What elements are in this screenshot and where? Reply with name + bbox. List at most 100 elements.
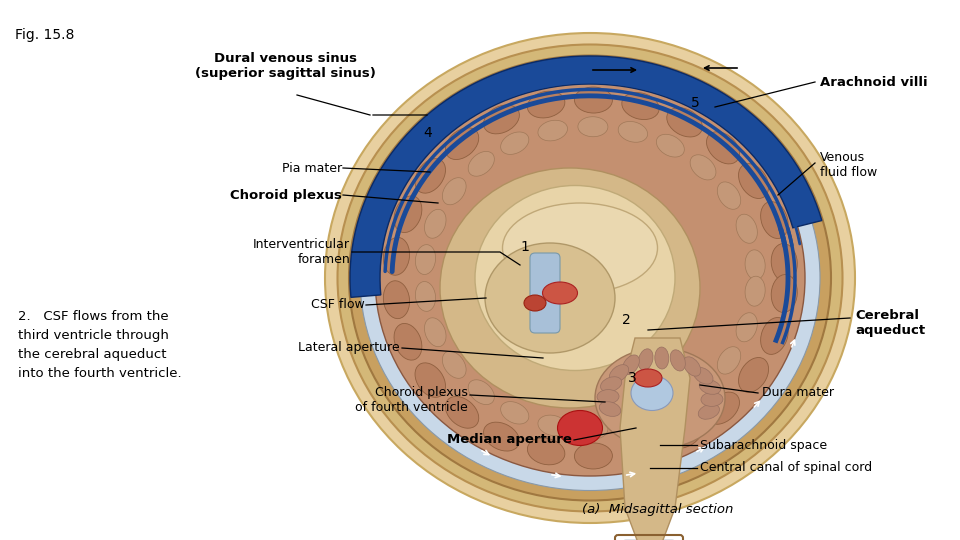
Ellipse shape bbox=[484, 422, 519, 451]
Ellipse shape bbox=[578, 117, 608, 137]
Ellipse shape bbox=[684, 357, 701, 376]
Ellipse shape bbox=[667, 107, 703, 137]
Ellipse shape bbox=[771, 244, 798, 281]
Ellipse shape bbox=[527, 438, 564, 465]
Ellipse shape bbox=[618, 414, 648, 435]
Ellipse shape bbox=[693, 367, 713, 384]
Ellipse shape bbox=[415, 363, 445, 397]
Text: Choroid plexus: Choroid plexus bbox=[230, 188, 342, 201]
Ellipse shape bbox=[538, 415, 567, 436]
Ellipse shape bbox=[338, 44, 843, 511]
Text: Median aperture: Median aperture bbox=[447, 434, 572, 447]
Text: CSF flow: CSF flow bbox=[311, 299, 365, 312]
Ellipse shape bbox=[622, 355, 639, 375]
Ellipse shape bbox=[500, 402, 529, 424]
Ellipse shape bbox=[502, 203, 658, 293]
Ellipse shape bbox=[416, 245, 436, 274]
Text: Dural venous sinus
(superior sagittal sinus): Dural venous sinus (superior sagittal si… bbox=[195, 52, 375, 80]
Ellipse shape bbox=[360, 65, 820, 490]
Ellipse shape bbox=[443, 178, 467, 205]
Ellipse shape bbox=[542, 282, 578, 304]
Ellipse shape bbox=[574, 443, 612, 469]
Ellipse shape bbox=[325, 33, 855, 523]
Ellipse shape bbox=[601, 377, 622, 392]
Text: Fig. 15.8: Fig. 15.8 bbox=[15, 28, 74, 42]
Text: Choroid plexus
of fourth ventricle: Choroid plexus of fourth ventricle bbox=[355, 386, 468, 414]
Text: Arachnoid villi: Arachnoid villi bbox=[820, 76, 927, 89]
Polygon shape bbox=[620, 338, 690, 540]
Ellipse shape bbox=[394, 323, 421, 360]
FancyBboxPatch shape bbox=[530, 253, 560, 333]
Text: 5: 5 bbox=[690, 96, 700, 110]
Ellipse shape bbox=[424, 210, 446, 238]
Ellipse shape bbox=[578, 419, 608, 439]
Ellipse shape bbox=[634, 369, 662, 387]
Ellipse shape bbox=[468, 151, 494, 176]
Text: Venous
fluid flow: Venous fluid flow bbox=[820, 151, 877, 179]
Text: Pia mater: Pia mater bbox=[282, 161, 342, 174]
Ellipse shape bbox=[375, 80, 805, 476]
Ellipse shape bbox=[599, 402, 621, 416]
Ellipse shape bbox=[524, 295, 546, 311]
Ellipse shape bbox=[699, 380, 721, 394]
Ellipse shape bbox=[475, 186, 675, 370]
Text: Central canal of spinal cord: Central canal of spinal cord bbox=[700, 462, 872, 475]
Ellipse shape bbox=[622, 92, 660, 119]
Text: 2.   CSF flows from the
third ventricle through
the cerebral aqueduct
into the f: 2. CSF flows from the third ventricle th… bbox=[18, 310, 181, 380]
Ellipse shape bbox=[618, 122, 648, 142]
Ellipse shape bbox=[484, 105, 519, 134]
Polygon shape bbox=[350, 56, 822, 298]
Ellipse shape bbox=[597, 389, 619, 403]
Ellipse shape bbox=[610, 364, 629, 382]
Text: Cerebral
aqueduct: Cerebral aqueduct bbox=[855, 309, 925, 337]
Ellipse shape bbox=[655, 347, 669, 369]
Text: 2: 2 bbox=[622, 313, 631, 327]
Ellipse shape bbox=[701, 393, 723, 407]
Ellipse shape bbox=[415, 159, 445, 193]
Ellipse shape bbox=[538, 120, 567, 141]
Ellipse shape bbox=[657, 399, 684, 422]
Ellipse shape bbox=[631, 375, 673, 410]
Ellipse shape bbox=[574, 87, 612, 113]
Ellipse shape bbox=[745, 276, 765, 306]
Text: Subarachnoid space: Subarachnoid space bbox=[700, 438, 828, 451]
Text: Interventricular
foramen: Interventricular foramen bbox=[253, 238, 350, 266]
Ellipse shape bbox=[760, 201, 788, 239]
Ellipse shape bbox=[527, 91, 564, 118]
Ellipse shape bbox=[622, 436, 660, 463]
Ellipse shape bbox=[445, 396, 479, 428]
Text: Lateral aperture: Lateral aperture bbox=[299, 341, 400, 354]
Text: Dura mater: Dura mater bbox=[762, 387, 834, 400]
Ellipse shape bbox=[558, 410, 603, 445]
Ellipse shape bbox=[638, 349, 653, 370]
Ellipse shape bbox=[440, 168, 700, 408]
Text: 3: 3 bbox=[628, 371, 636, 385]
Ellipse shape bbox=[443, 351, 467, 379]
Ellipse shape bbox=[468, 380, 494, 404]
Ellipse shape bbox=[394, 196, 421, 233]
Ellipse shape bbox=[485, 243, 615, 353]
Ellipse shape bbox=[707, 392, 739, 424]
Ellipse shape bbox=[736, 313, 757, 342]
Ellipse shape bbox=[500, 132, 529, 154]
Ellipse shape bbox=[717, 182, 741, 210]
Ellipse shape bbox=[383, 281, 410, 319]
Ellipse shape bbox=[690, 155, 716, 180]
Ellipse shape bbox=[349, 56, 831, 501]
Ellipse shape bbox=[736, 214, 757, 244]
Ellipse shape bbox=[667, 419, 703, 448]
Ellipse shape bbox=[416, 281, 436, 312]
Ellipse shape bbox=[707, 132, 739, 164]
Ellipse shape bbox=[383, 238, 410, 275]
Ellipse shape bbox=[690, 376, 716, 401]
Ellipse shape bbox=[595, 348, 725, 448]
Ellipse shape bbox=[717, 347, 741, 374]
Ellipse shape bbox=[424, 318, 446, 347]
Ellipse shape bbox=[745, 250, 765, 280]
Ellipse shape bbox=[670, 350, 685, 371]
Ellipse shape bbox=[445, 128, 479, 159]
Text: 1: 1 bbox=[520, 240, 529, 254]
Text: 4: 4 bbox=[423, 126, 432, 140]
Ellipse shape bbox=[760, 318, 788, 354]
Ellipse shape bbox=[738, 164, 769, 199]
